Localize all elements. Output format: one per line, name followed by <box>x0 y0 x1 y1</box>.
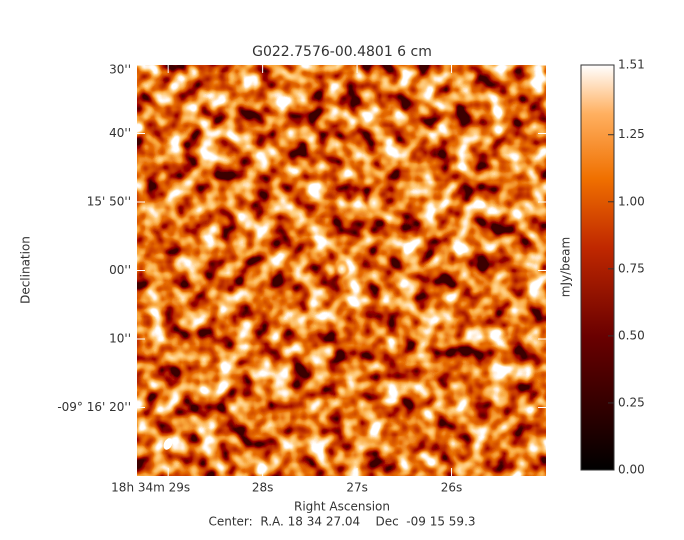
colorbar-tick-label: 0.25 <box>618 395 645 409</box>
x-tick-label: 28s <box>252 481 274 495</box>
y-tick-label: -09° 16' 20'' <box>57 400 131 414</box>
y-tick-label: 30'' <box>109 63 131 77</box>
y-axis-label: Declination <box>19 236 33 304</box>
colorbar-tick-label: 1.25 <box>618 127 645 141</box>
colorbar-tick-label: 0.00 <box>618 463 645 477</box>
title: G022.7576-00.4801 6 cm <box>252 44 432 60</box>
y-tick-label: 10'' <box>109 332 131 346</box>
footer: Center: R.A. 18 34 27.04 Dec -09 15 59.3 <box>208 515 475 529</box>
colorbar-tick-label: 0.50 <box>618 328 645 342</box>
colorbar-tick-label: 1.51 <box>618 58 645 72</box>
x-tick-label: 18h 34m 29s <box>111 481 190 495</box>
y-tick-label: 40'' <box>109 126 131 140</box>
beam <box>163 438 173 450</box>
x-tick-label: 26s <box>441 481 463 495</box>
colorbar-tick-label: 1.00 <box>618 194 645 208</box>
colorbar-tick-label: 0.75 <box>618 261 645 275</box>
colorbar-label: mJy/beam <box>559 237 573 297</box>
x-axis-label: Right Ascension <box>294 500 390 514</box>
x-tick-label: 27s <box>346 481 368 495</box>
y-tick-label: 00'' <box>109 263 131 277</box>
source <box>334 260 350 278</box>
source <box>365 192 383 214</box>
image <box>137 65 546 476</box>
colorbar <box>580 64 615 471</box>
y-tick-label: 15' 50'' <box>87 195 131 209</box>
